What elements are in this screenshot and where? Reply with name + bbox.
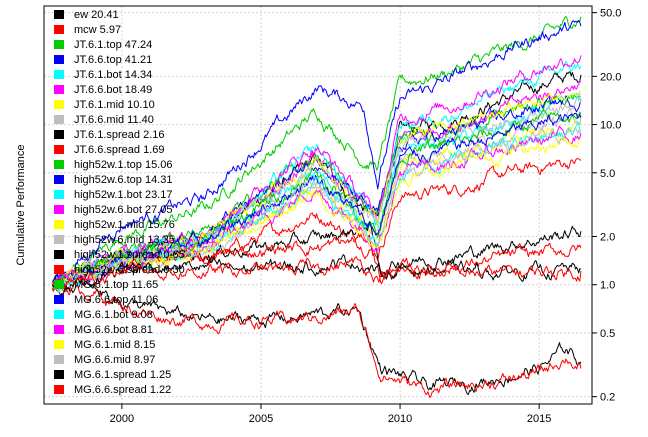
legend-swatch: [54, 115, 64, 124]
legend-label: high52w.1.bot 23.17: [74, 189, 172, 201]
legend-label: MG.6.1.top 11.65: [74, 279, 158, 291]
legend-swatch: [54, 190, 64, 199]
series-line: [51, 20, 582, 286]
axis-layer: 2000 2005 2010 2015 0.2 0.5 1.0 2.0 5.0 10.0 20.0 5…: [110, 8, 622, 425]
legend-label: JT.6.6.spread 1.69: [74, 144, 165, 156]
legend-swatch: [54, 175, 64, 184]
series-line: [51, 280, 582, 399]
legend: ew 20.41 mcw 5.97 JT.6.1.top 47.24 JT.6.6.t…: [54, 9, 185, 396]
plot-frame: [43, 5, 593, 405]
legend-swatch: [54, 265, 64, 274]
x-tick-label: 2015: [527, 413, 551, 425]
x-tick-label: 2000: [110, 413, 134, 425]
legend-swatch: [54, 70, 64, 79]
legend-label: ew 20.41: [74, 9, 119, 21]
y-tick-label: 0.5: [600, 328, 615, 340]
legend-label: MG.6.1.spread 1.25: [74, 369, 171, 381]
legend-swatch: [54, 160, 64, 169]
legend-swatch: [54, 10, 64, 19]
series-line: [51, 80, 582, 287]
legend-swatch: [54, 85, 64, 94]
y-tick-label: 0.2: [600, 392, 615, 404]
legend-swatch: [54, 100, 64, 109]
legend-label: JT.6.1.bot 14.34: [74, 69, 152, 81]
series-line: [51, 55, 582, 288]
series-line: [51, 92, 582, 288]
legend-label: high52w.1.spread 0.65: [74, 249, 185, 261]
y-tick-label: 1.0: [600, 280, 615, 292]
legend-swatch: [54, 40, 64, 49]
series-layer: [51, 16, 582, 399]
x-tick-label: 2005: [249, 413, 273, 425]
legend-swatch: [54, 295, 64, 304]
legend-label: high52w.1.top 15.06: [74, 159, 172, 171]
legend-swatch: [54, 220, 64, 229]
legend-swatch: [54, 130, 64, 139]
legend-label: MG.6.6.spread 1.22: [74, 384, 171, 396]
legend-label: MG.6.6.mid 8.97: [74, 354, 155, 366]
legend-label: high52w.6.top 14.31: [74, 174, 172, 186]
legend-label: MG.6.6.bot 8.81: [74, 324, 153, 336]
legend-swatch: [54, 340, 64, 349]
y-tick-label: 20.0: [600, 71, 621, 83]
series-line: [51, 127, 582, 293]
y-tick-label: 10.0: [600, 120, 621, 132]
legend-swatch: [54, 385, 64, 394]
legend-label: MG.6.6.top 11.06: [74, 294, 158, 306]
legend-label: JT.6.1.spread 2.16: [74, 129, 165, 141]
legend-label: JT.6.1.top 47.24: [74, 39, 152, 51]
legend-swatch: [54, 250, 64, 259]
legend-label: MG.6.1.bot 9.08: [74, 309, 153, 321]
legend-label: JT.6.6.mid 11.40: [74, 114, 154, 126]
legend-label: JT.6.6.top 41.21: [74, 54, 152, 66]
legend-label: high52w.1.mid 15.76: [74, 219, 175, 231]
legend-label: JT.6.6.bot 18.49: [74, 84, 152, 96]
series-line: [51, 254, 582, 291]
legend-swatch: [54, 55, 64, 64]
series-line: [52, 256, 582, 288]
legend-swatch: [54, 355, 64, 364]
legend-label: high52w.6.bot 27.05: [74, 204, 172, 216]
legend-swatch: [54, 145, 64, 154]
legend-label: JT.6.1.mid 10.10: [74, 99, 155, 111]
legend-swatch: [54, 310, 64, 319]
legend-swatch: [54, 370, 64, 379]
y-tick-label: 5.0: [600, 168, 615, 180]
legend-label: MG.6.1.mid 8.15: [74, 339, 155, 351]
legend-swatch: [54, 235, 64, 244]
series-line: [51, 221, 582, 285]
series-line: [51, 279, 582, 395]
legend-swatch: [54, 25, 64, 34]
legend-swatch: [54, 325, 64, 334]
legend-swatch: [54, 280, 64, 289]
legend-label: high52w.6.spread 0.30: [74, 264, 185, 276]
legend-swatch: [54, 205, 64, 214]
y-tick-label: 50.0: [600, 8, 621, 20]
x-tick-label: 2010: [388, 413, 412, 425]
y-axis-label: Cumulative Performance: [15, 144, 27, 265]
series-line: [51, 16, 582, 284]
legend-label: high52w.6.mid 13.35: [74, 234, 175, 246]
y-tick-label: 2.0: [600, 232, 615, 244]
legend-label: mcw 5.97: [74, 24, 121, 36]
